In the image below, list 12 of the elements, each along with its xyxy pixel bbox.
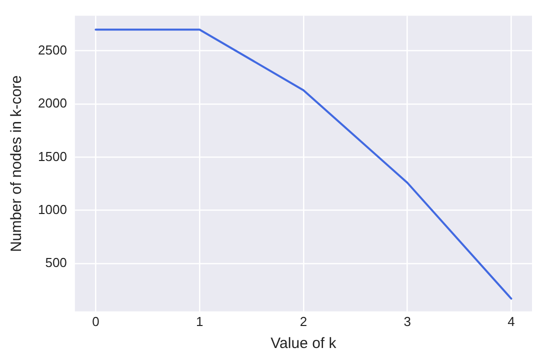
y-tick-label: 1500 xyxy=(38,148,67,164)
y-tick-label: 2500 xyxy=(38,42,67,58)
x-tick-label: 4 xyxy=(508,314,515,329)
x-tick-label: 0 xyxy=(92,314,100,329)
x-axis-title: Value of k xyxy=(270,335,337,352)
x-tick-label: 1 xyxy=(196,314,204,329)
y-tick-label: 2000 xyxy=(38,96,67,111)
x-tick-label: 3 xyxy=(404,314,411,329)
x-tick-label: 2 xyxy=(300,314,308,329)
y-tick-label: 500 xyxy=(45,255,67,270)
y-axis-title: Number of nodes in k-core xyxy=(8,75,26,252)
y-tick-label: 1000 xyxy=(38,202,67,217)
